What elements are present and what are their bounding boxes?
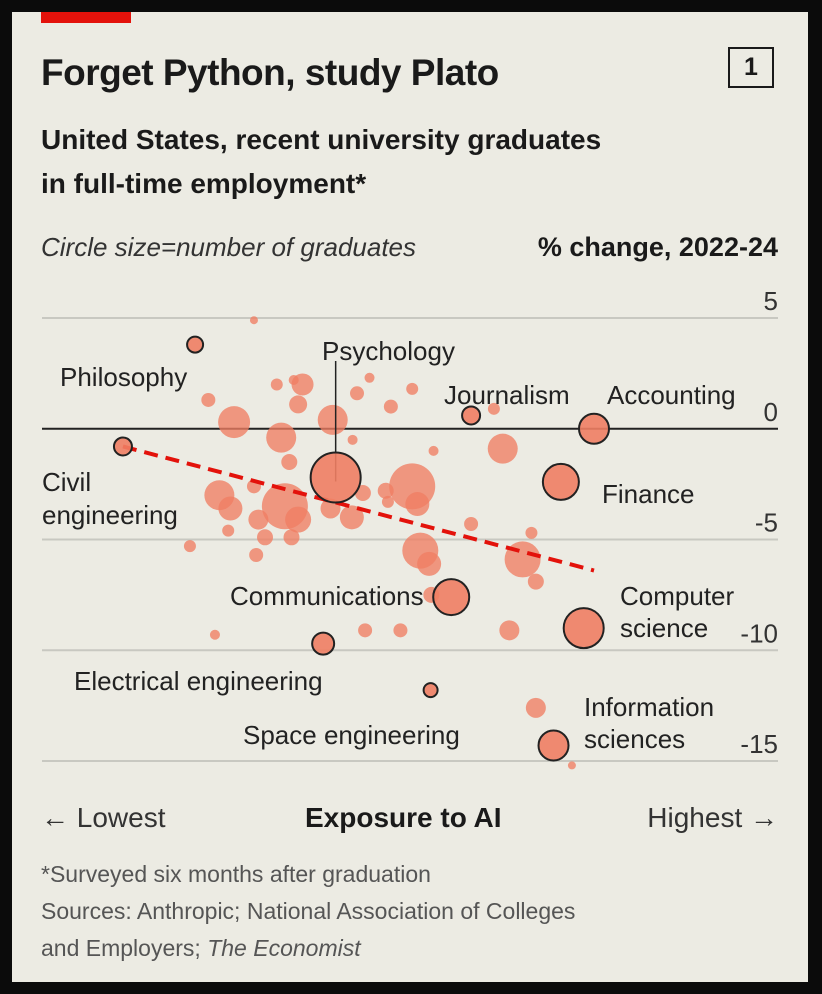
bubble — [464, 516, 479, 531]
bubble — [364, 372, 375, 383]
bubble — [249, 316, 258, 325]
label-information-sciences: sciences — [584, 724, 685, 754]
bubble — [183, 540, 196, 553]
bubble — [487, 433, 518, 464]
bubble — [358, 623, 373, 638]
bubble — [527, 573, 544, 590]
bubble — [209, 629, 220, 640]
bubble — [347, 434, 358, 445]
label-journalism: Journalism — [444, 380, 570, 410]
label-philosophy: Philosophy — [60, 362, 187, 392]
bubble-journalism — [461, 405, 482, 426]
bubble — [289, 395, 308, 414]
bubble — [487, 402, 500, 415]
sources-line-2: and Employers; The Economist — [41, 930, 575, 967]
bubble — [499, 620, 520, 641]
bubble — [393, 623, 408, 638]
bubble — [281, 453, 298, 470]
bubble — [218, 496, 243, 521]
size-legend-note: Circle size=number of graduates — [41, 232, 417, 262]
chart-title: Forget Python, study Plato — [41, 52, 499, 93]
bubble — [525, 526, 538, 539]
brand-bar — [41, 12, 131, 23]
bubble — [248, 509, 269, 530]
sources-economist: The Economist — [207, 935, 361, 961]
bubble-philosophy — [186, 335, 205, 354]
y-tick-label: -10 — [740, 618, 778, 648]
scatter-plot: 5 0 -5 -10 -15 Philosophy Psychology Journalism… — [42, 286, 778, 770]
y-tick-label: 5 — [764, 286, 778, 316]
footnote-block: *Surveyed six months after graduation So… — [41, 856, 575, 967]
sources-prefix: and Employers; — [41, 935, 208, 961]
bubble — [201, 392, 216, 407]
x-axis-high-label: Highest → — [647, 802, 778, 833]
bubble — [405, 492, 430, 517]
label-communications: Communications — [230, 581, 424, 611]
bubble — [285, 506, 312, 533]
y-tick-label: -15 — [740, 729, 778, 759]
bubble — [381, 495, 394, 508]
label-civil-engineering: engineering — [42, 500, 178, 530]
bubble — [218, 406, 251, 439]
bubble — [417, 551, 442, 576]
sources-line-1: Sources: Anthropic; National Association… — [41, 898, 576, 924]
bubble-accounting — [578, 412, 610, 445]
label-finance: Finance — [602, 479, 695, 509]
footnote: *Surveyed six months after graduation — [41, 861, 431, 887]
label-computer-science: Computer — [620, 581, 734, 611]
label-electrical-engineering: Electrical engineering — [74, 666, 323, 696]
bubble-information-sciences — [537, 729, 570, 762]
bubble — [339, 505, 364, 530]
bubble — [428, 445, 439, 456]
bubble-finance — [541, 462, 580, 501]
bubble-civil-engineering — [112, 436, 133, 457]
subtitle-line-1: United States, recent university graduat… — [41, 124, 602, 155]
bubble — [270, 378, 283, 391]
bubble — [350, 386, 365, 401]
bubble — [377, 482, 394, 499]
subtitle-line-2: in full-time employment* — [41, 168, 367, 199]
bubble — [222, 524, 235, 537]
bubble-electrical-engineering — [311, 631, 336, 656]
bubble — [283, 529, 300, 546]
bubble — [257, 529, 274, 546]
y-axis-label: % change, 2022-24 — [537, 232, 778, 262]
bubble — [383, 399, 398, 414]
bubble-computer-science — [562, 607, 605, 650]
bubble-communications — [432, 578, 471, 617]
bubble-psychology — [309, 451, 362, 504]
trend-line — [122, 444, 595, 573]
bubble — [249, 548, 264, 563]
bubble — [406, 382, 419, 395]
chart-number-badge: 1 — [728, 47, 774, 88]
label-civil-engineering: Civil — [42, 467, 91, 497]
x-axis-low-label: ← Lowest — [41, 802, 166, 833]
label-accounting: Accounting — [607, 380, 736, 410]
label-computer-science: science — [620, 613, 708, 643]
bubble — [525, 697, 546, 718]
bubble — [291, 373, 314, 396]
bubble-space-engineering — [422, 682, 439, 699]
label-information-sciences: Information — [584, 692, 714, 722]
y-tick-label: -5 — [755, 508, 778, 538]
bubble — [317, 404, 348, 435]
chart-subtitle: United States, recent university graduat… — [41, 118, 601, 206]
y-tick-label: 0 — [764, 397, 778, 427]
x-axis-title: Exposure to AI — [305, 802, 502, 833]
label-psychology: Psychology — [322, 336, 455, 366]
bubble — [567, 761, 576, 770]
chart-card: Forget Python, study Plato 1 United Stat… — [12, 12, 808, 982]
bubble — [266, 422, 297, 453]
label-space-engineering: Space engineering — [243, 720, 460, 750]
